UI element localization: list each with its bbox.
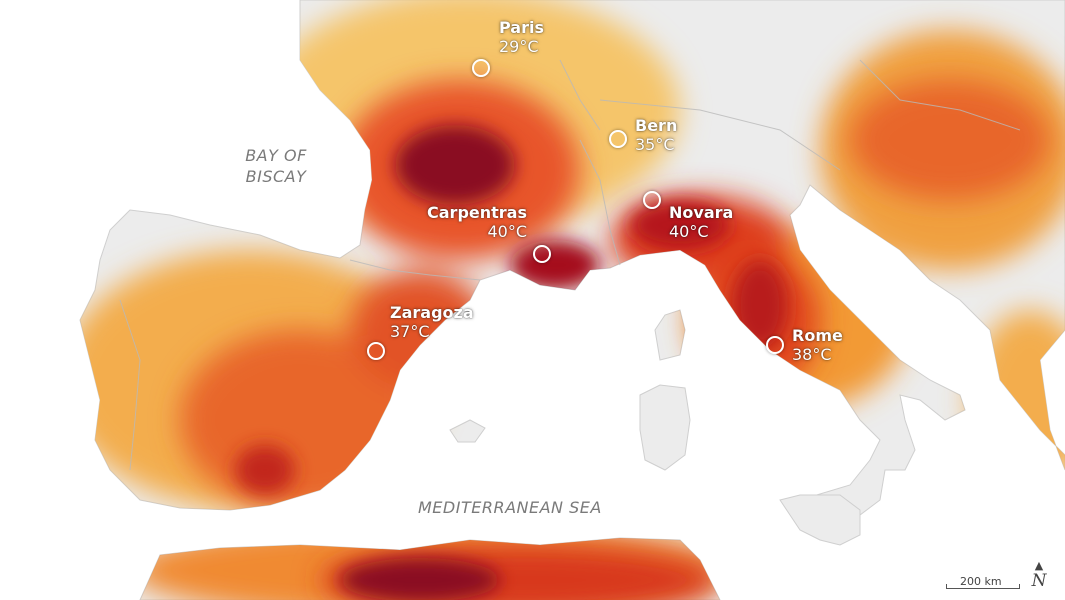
city-marker-carpentras[interactable] xyxy=(533,245,551,263)
bay-of-biscay-line2: BISCAY xyxy=(245,167,307,186)
city-name-carpentras: Carpentras xyxy=(427,203,527,222)
scale-bar: 200 km xyxy=(946,575,1020,589)
mediterranean-sea-label: MEDITERRANEAN SEA xyxy=(418,498,602,517)
city-label-novara: Novara 40°C xyxy=(669,203,733,241)
city-temp-paris: 29°C xyxy=(499,37,539,56)
city-temp-zaragoza: 37°C xyxy=(390,322,430,341)
north-arrow-letter: N xyxy=(1031,571,1047,591)
city-temp-novara: 40°C xyxy=(669,222,709,241)
scale-bar-label: 200 km xyxy=(960,575,1002,588)
scale-bar-line xyxy=(946,584,1020,589)
bay-of-biscay-line1: BAY OF xyxy=(245,146,307,165)
city-marker-bern[interactable] xyxy=(609,130,627,148)
city-temp-bern: 35°C xyxy=(635,135,675,154)
city-name-rome: Rome xyxy=(792,326,843,345)
bay-of-biscay-label: BAY OF BISCAY xyxy=(238,145,314,187)
city-name-bern: Bern xyxy=(635,116,678,135)
city-label-carpentras: Carpentras 40°C xyxy=(410,203,527,241)
city-temp-rome: 38°C xyxy=(792,345,832,364)
north-arrow-icon: ▲ xyxy=(1034,559,1044,572)
city-name-paris: Paris xyxy=(499,18,544,37)
city-marker-zaragoza[interactable] xyxy=(367,342,385,360)
north-arrow: ▲ N xyxy=(1027,560,1051,594)
city-temp-carpentras: 40°C xyxy=(487,222,527,241)
city-label-bern: Bern 35°C xyxy=(635,116,677,154)
city-marker-rome[interactable] xyxy=(766,336,784,354)
city-label-paris: Paris 29°C xyxy=(499,18,544,56)
city-label-rome: Rome 38°C xyxy=(792,326,843,364)
city-name-novara: Novara xyxy=(669,203,734,222)
city-marker-paris[interactable] xyxy=(472,59,490,77)
city-name-zaragoza: Zaragoza xyxy=(390,303,474,322)
city-label-zaragoza: Zaragoza 37°C xyxy=(390,303,474,341)
city-marker-novara[interactable] xyxy=(643,191,661,209)
